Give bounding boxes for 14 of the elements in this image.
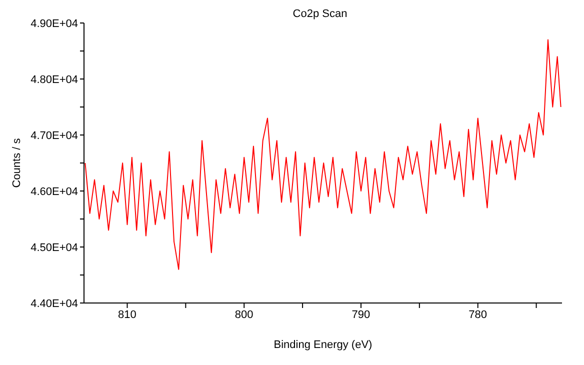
x-axis-title: Binding Energy (eV) xyxy=(274,339,372,351)
y-tick-label: 4.40E+04 xyxy=(30,298,78,310)
y-tick-label: 4.70E+04 xyxy=(30,130,78,142)
y-tick-label: 4.50E+04 xyxy=(30,242,78,254)
y-tick-label: 4.80E+04 xyxy=(30,74,78,86)
line-series xyxy=(84,39,562,270)
x-tick-label: 810 xyxy=(118,308,136,321)
x-tick-label: 780 xyxy=(468,308,488,321)
x-tick-label: 790 xyxy=(352,308,370,321)
x-tick-label: 800 xyxy=(234,308,254,321)
chart-title: Co2p Scan xyxy=(292,8,348,20)
y-axis-title: Counts / s xyxy=(10,138,23,188)
y-tick-label: 4.90E+04 xyxy=(30,18,78,30)
y-tick-label: 4.60E+04 xyxy=(30,186,78,198)
